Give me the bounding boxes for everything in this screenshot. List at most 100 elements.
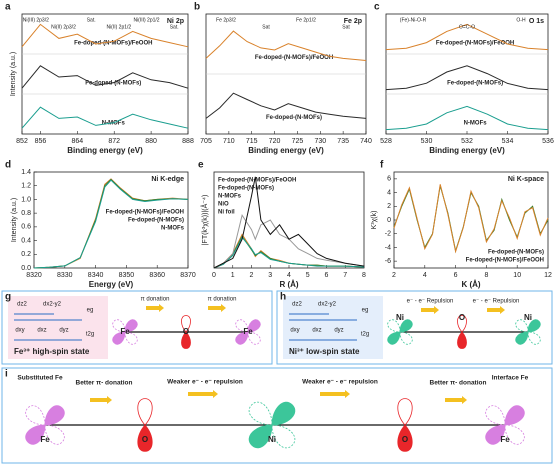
y-tick-label: 0.0 [21,265,31,272]
donation-label: π donation [208,297,237,303]
series-label: Fe-doped-(N-MOFs) [266,115,322,121]
legend-entry: Fe-doped-(N-MOFs)/FeOOH [106,210,184,216]
orbital-lobe [399,319,413,333]
legend-entry: N-MOFs [218,194,242,200]
annotation: Sat. [87,17,96,23]
series-line [33,179,189,269]
series-line [213,236,365,269]
panel-letter: h [280,292,286,303]
y-tick-label: 0 [387,217,391,224]
y-axis-label: K³χ(k) [371,211,378,230]
y-tick-label: 0.2 [21,251,31,258]
legend-entry: Fe-doped-(N-MOFs) [128,218,184,224]
y-tick-label: 1.4 [21,169,31,176]
legend-entry: Fe-doped-(N-MOFs)/FeOOH [218,178,296,184]
series-label: Fe-doped-(N-MOFs) [447,80,503,86]
atom-label: O [183,327,189,336]
series-line [21,23,189,48]
x-axis-label: Energy (eV) [89,280,134,289]
orbital-lobe [247,331,261,345]
orbital-label: dxy [290,328,299,334]
plot-frame [21,13,189,135]
x-tick-label: 532 [461,138,473,145]
x-tick-label: 5 [306,272,310,279]
annotation: Fe 2p1/2 [296,17,316,23]
x-tick-label: 864 [71,138,83,145]
x-tick-label: 710 [223,138,235,145]
x-tick-label: 12 [544,272,552,279]
x-tick-label: 2 [392,272,396,279]
panel-title: Ni K-edge [151,176,184,183]
x-tick-label: 8 [484,272,488,279]
y-tick-label: -2 [385,231,391,238]
orbital-lobe [44,424,65,445]
series-line [205,92,367,119]
orbital-label: dxz [37,328,46,334]
series-line [393,184,549,254]
orbital-lobe [387,331,401,345]
orbital-label: dyz [334,328,343,334]
orbital-lobe [485,405,506,426]
y-axis-label: Intensity (a.u.) [11,198,18,242]
series-line [33,178,189,269]
series-label: N-MOFs [464,120,488,126]
x-tick-label: 6 [454,272,458,279]
x-tick-label: 880 [145,138,157,145]
orbital-lobe [112,319,126,333]
orbital-lobe [124,319,138,333]
annotation: O=C-O [459,24,475,30]
x-tick-label: 852 [16,138,28,145]
x-tick-label: 856 [35,138,47,145]
x-tick-label: 0 [212,272,216,279]
orbital-lobe [137,398,153,426]
x-tick-label: 8360 [149,272,165,279]
yellow-arrow [487,306,505,314]
y-tick-label: 2 [387,203,391,210]
orbital-label: eg [362,308,369,314]
y-axis-label: |FT(k³χ(k))|(Å⁻⁴) [200,195,209,246]
panel-i-frame [1,367,553,464]
x-tick-label: 715 [246,138,258,145]
panel-letter: i [5,369,8,380]
annotation: Ni(III) 2p1/2 [133,17,159,23]
legend-entry: Fe-doped-(N-MOFs) [488,250,544,256]
orbital-lobe [485,424,506,445]
x-axis-label: Binding energy (eV) [67,146,143,155]
annotation: Ni(II) 2p3/2 [51,24,76,30]
note-label: Weaker e⁻ - e⁻ repulsion [302,379,378,386]
x-tick-label: 725 [292,138,304,145]
series-label: N-MOFs [102,120,126,126]
y-axis-label: Intensity (a.u.) [10,52,17,96]
x-tick-label: 730 [314,138,326,145]
panel-letter: d [5,160,11,171]
x-tick-label: 740 [360,138,372,145]
y-tick-label: -6 [385,258,391,265]
orbital-lobe [124,331,138,345]
series-line [205,30,367,61]
orbital-lobe [397,398,413,426]
series-label: Fe-doped-(N-MOFs)/FeOOH [436,40,514,46]
yellow-arrow [320,390,350,398]
orbital-lobe [137,424,153,452]
x-tick-label: 1 [231,272,235,279]
annotation: Sat [342,24,350,30]
x-tick-label: 888 [182,138,194,145]
annotation: Sat. [170,24,179,30]
orbital-box [283,296,383,359]
series-label: Fe-doped-(N-MOFs)/FeOOH [74,40,152,46]
annotation: (Fe)-Ni-O-R [400,17,427,23]
yellow-arrow [90,396,112,404]
orbital-label: dx2-y2 [43,302,62,308]
orbital-lobe [181,331,191,349]
orbital-lobe [25,424,46,445]
panel-title: Fe 2p [344,18,362,25]
x-tick-label: 8320 [26,272,42,279]
x-tick-label: 705 [200,138,212,145]
annotation: Sat [262,24,270,30]
orbital-label: dx2-y2 [318,302,337,308]
orbital-label: dxz [312,328,321,334]
orbital-lobe [271,424,296,449]
x-axis-label: K (Å) [461,280,480,289]
atom-label: Fe [40,435,50,444]
x-tick-label: 534 [502,138,514,145]
